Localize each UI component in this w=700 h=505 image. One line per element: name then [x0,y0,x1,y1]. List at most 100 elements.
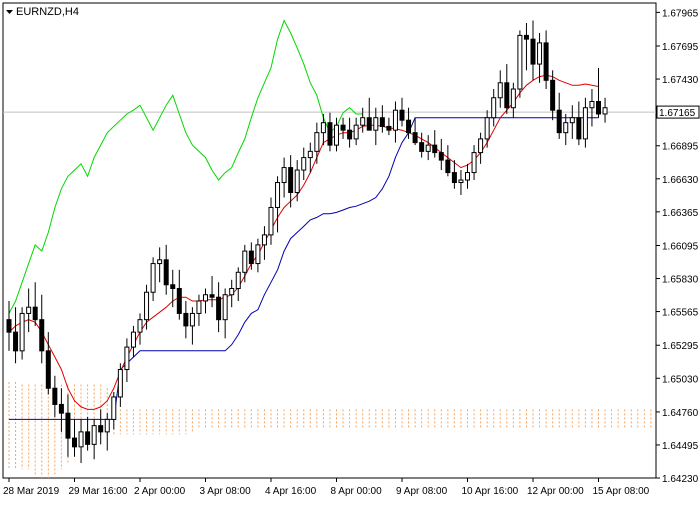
tenkan-sen-path [8,74,599,410]
candle-bull [275,182,281,208]
chikou-span-path [8,19,363,314]
y-tick-label: 1.66895 [662,142,699,153]
candle-bear [98,425,104,433]
y-tick-label: 1.67430 [662,75,699,86]
candle-bear [85,431,91,445]
candle-bear [6,319,12,333]
candle-bear [523,34,529,40]
candle-bull [301,157,307,171]
chikou-span-line [8,19,363,314]
candle-bear [340,124,346,131]
current-price-tag: 1.67165 [656,105,700,119]
y-tick-label: 1.65295 [662,341,699,352]
candle-bull [458,179,464,184]
candle-bull [582,107,588,140]
candle-bull [91,425,97,445]
x-tick-label: 2 Apr 00:00 [134,486,186,497]
candle-bear [412,132,418,144]
candle-bull [255,244,261,265]
candle-bull [196,300,202,314]
candle-bull [137,319,143,333]
candle-bear [543,42,549,81]
candle-bear [58,403,64,414]
y-tick-label: 1.64495 [662,441,699,452]
candle-bear [65,412,71,439]
price-tag-box [656,105,700,119]
candle-bull [242,250,248,273]
candle-bull [78,431,84,448]
candle-bull [268,206,274,236]
candlesticks [6,20,608,464]
candle-bull [294,169,300,194]
x-tick-label: 8 Apr 00:00 [331,486,383,497]
candle-bull [229,287,235,296]
y-tick-label: 1.65030 [662,374,699,385]
x-tick-label: 10 Apr 16:00 [462,486,519,497]
candle-bear [248,250,254,265]
candle-bear [176,287,182,314]
candle-bear [432,144,438,154]
candle-bull [589,100,595,109]
chevron-down-icon[interactable] [6,10,13,14]
candle-bull [569,117,575,124]
candle-bear [379,117,385,127]
candle-bear [596,100,601,115]
candle-bear [163,259,169,286]
candle-bull [307,150,313,159]
candle-bull [26,306,32,314]
y-tick-label: 1.66630 [662,175,699,186]
x-tick-label: 15 Apr 08:00 [593,486,650,497]
candle-bull [235,271,241,289]
candle-bull [537,42,543,65]
price-tag-label: 1.67165 [659,108,696,119]
candle-bull [189,312,195,327]
candle-bull [510,88,516,109]
candle-bear [438,152,444,161]
candle-bear [504,82,510,109]
candle-bull [144,291,150,321]
candle-bull [124,346,130,371]
candle-bull [150,263,156,293]
candle-bear [183,312,189,327]
candle-bear [39,319,45,352]
candle-bull [497,82,503,99]
time-axis: 28 Mar 2019 29 Mar 16:00 2 Apr 00:00 3 Apr … [3,478,650,497]
candle-bear [327,122,333,146]
x-tick-label: 28 Mar 2019 [3,486,60,497]
y-tick-label: 1.65830 [662,275,699,286]
candle-bear [406,119,412,134]
candle-bull [471,152,477,174]
candle-bull [360,117,366,126]
candle-bear [556,109,562,134]
x-tick-label: 3 Apr 08:00 [200,486,252,497]
candle-bull [353,124,359,140]
y-tick-label: 1.66095 [662,241,699,252]
candle-bull [19,312,25,352]
x-tick-label: 9 Apr 08:00 [396,486,448,497]
y-tick-label: 1.65565 [662,308,699,319]
candle-bull [261,234,267,246]
candle-bull [392,109,398,131]
candle-bear [72,437,77,448]
candle-bull [484,117,490,140]
candle-bull [157,259,163,265]
tenkan-sen-line [8,74,599,410]
candle-bear [32,306,38,321]
x-tick-label: 12 Apr 00:00 [527,486,584,497]
candle-bull [117,369,123,398]
candle-bear [530,38,536,65]
candle-bear [366,117,372,131]
candle-bull [222,294,228,321]
candle-bull [602,107,608,115]
chart-title-group: EURNZD,H4 [6,6,79,18]
x-tick-label: 4 Apr 16:00 [265,486,317,497]
candle-bull [334,124,339,146]
candle-bull [111,396,117,420]
candle-bull [425,144,431,152]
candle-bear [288,167,294,194]
plot-frame [2,2,657,479]
candle-bull [314,132,320,152]
